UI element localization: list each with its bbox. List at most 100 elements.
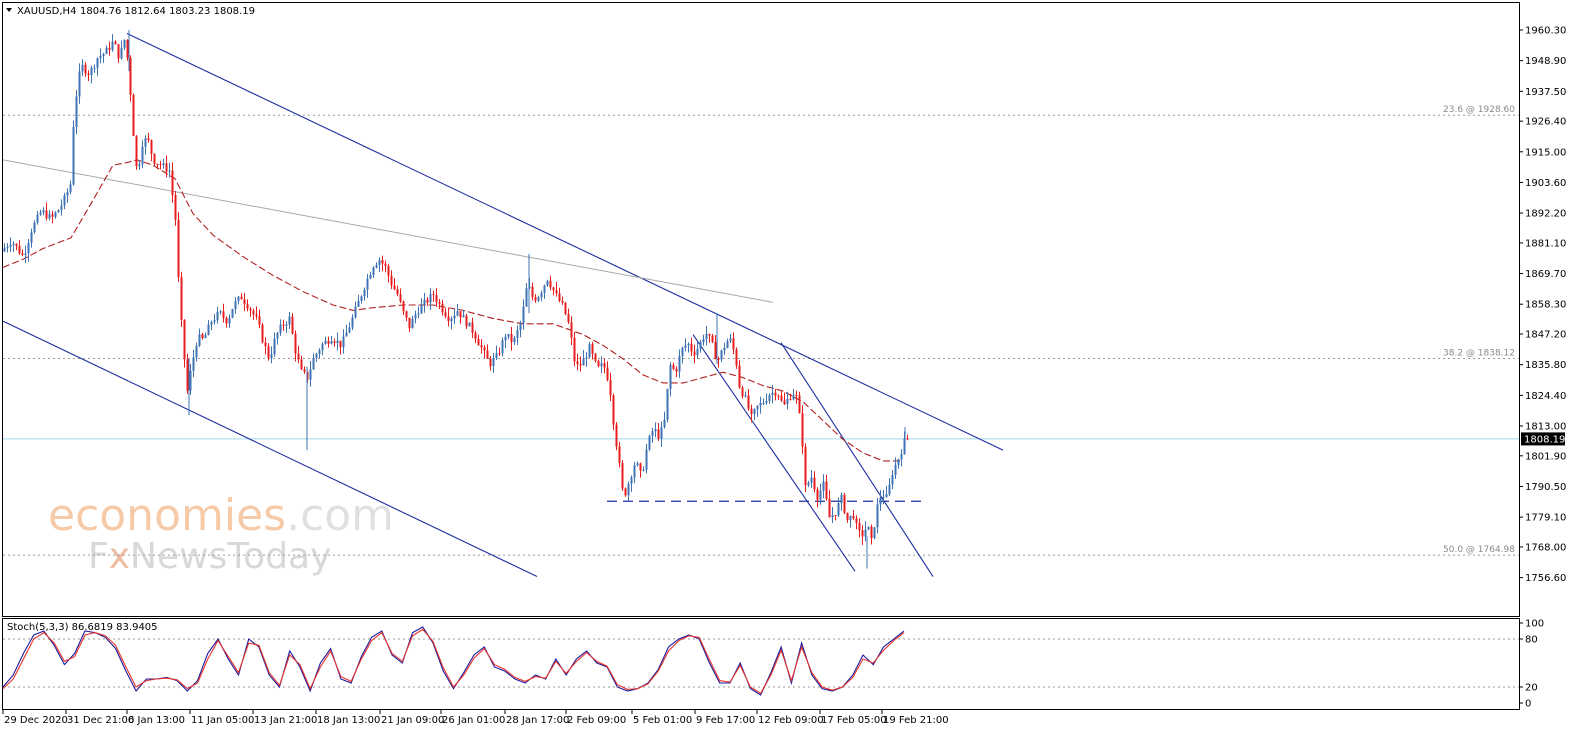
candle-bull <box>681 347 684 357</box>
candle-bull <box>864 529 867 537</box>
candle-bull <box>324 340 327 344</box>
candle-bear <box>834 515 837 517</box>
candle-bull <box>822 481 825 491</box>
chart-header: XAUUSD,H4 1804.76 1812.64 1803.23 1808.1… <box>6 6 255 17</box>
fib-level-label: 23.6 @ 1928.60 <box>1443 105 1515 115</box>
price-tick-label: 1847.20 <box>1525 330 1566 341</box>
wedge-right-line <box>780 342 934 577</box>
candle-bear <box>432 294 435 296</box>
candle-bear <box>465 315 468 327</box>
price-tick-label: 1903.60 <box>1525 178 1566 189</box>
lower-channel-line <box>2 320 538 578</box>
candle-bull <box>522 306 525 324</box>
candle-bull <box>288 316 291 325</box>
candle-bull <box>210 322 213 325</box>
candle-bull <box>195 345 198 358</box>
candle-bear <box>597 360 600 367</box>
candle-bull <box>12 243 15 245</box>
time-tick-label: 9 Feb 17:00 <box>696 715 755 726</box>
candle-bull <box>894 465 897 475</box>
candle-bull <box>456 311 459 316</box>
candle-bull <box>102 53 105 57</box>
price-tick-label: 1915.00 <box>1525 147 1566 158</box>
candle-bear <box>801 413 804 447</box>
candle-bull <box>648 436 651 450</box>
candle-bull <box>75 96 78 128</box>
candle-bear <box>612 395 615 425</box>
candle-bear <box>327 340 330 344</box>
price-tick-label: 1869.70 <box>1525 269 1566 280</box>
candle-bear <box>510 333 513 343</box>
candle-bear <box>297 353 300 360</box>
time-tick-label: 28 Jan 17:00 <box>506 715 569 726</box>
candle-bull <box>72 127 75 185</box>
candle-bull <box>237 296 240 302</box>
candle-bear <box>21 253 24 255</box>
candle-bull <box>204 335 207 339</box>
main-panel-frame <box>2 2 1520 617</box>
candle-bull <box>759 403 762 406</box>
candle-bear <box>615 424 618 447</box>
fib-level-label: 50.0 @ 1764.98 <box>1443 545 1515 555</box>
candle-bull <box>453 315 456 319</box>
candle-bear <box>735 349 738 366</box>
watermark-economies: economies <box>48 490 286 541</box>
candle-bear <box>15 243 18 246</box>
candle-bull <box>63 195 66 206</box>
candle-bull <box>495 353 498 359</box>
candle-bull <box>93 67 96 69</box>
candle-bear <box>846 512 849 520</box>
candle-bear <box>861 530 864 537</box>
candle-bear <box>384 263 387 266</box>
candle-bull <box>90 67 93 76</box>
candle-bear <box>405 311 408 318</box>
candle-bear <box>558 293 561 301</box>
candle-bear <box>399 294 402 302</box>
candle-bull <box>348 327 351 333</box>
candle-bull <box>654 429 657 432</box>
candle-bull <box>516 330 519 338</box>
candle-bear <box>135 135 138 167</box>
drawing-lines <box>2 32 1004 578</box>
candle-bull <box>729 338 732 341</box>
candle-bear <box>570 322 573 338</box>
time-tick-label: 2 Feb 09:00 <box>567 715 626 726</box>
candle-bull <box>3 248 6 252</box>
candle-bull <box>219 311 222 313</box>
candle-bear <box>486 350 489 359</box>
candle-bull <box>99 56 102 59</box>
candle-bull <box>765 400 768 403</box>
candle-bear <box>603 363 606 368</box>
current-price-value: 1808.19 <box>1524 434 1565 445</box>
candle-bull <box>411 318 414 329</box>
candle-bull <box>369 275 372 279</box>
price-tick-label: 1790.50 <box>1525 482 1566 493</box>
candle-bear <box>300 359 303 370</box>
candle-bear <box>870 526 873 539</box>
candle-bear <box>855 518 858 523</box>
candle-bull <box>699 342 702 349</box>
candle-bull <box>81 64 84 72</box>
price-tick-label: 1824.40 <box>1525 391 1566 402</box>
candle-bull <box>873 527 876 539</box>
candle-bear <box>618 446 621 464</box>
price-tick-label: 1858.30 <box>1525 300 1566 311</box>
candle-bull <box>705 333 708 340</box>
stoch-panel-frame <box>2 618 1520 710</box>
candle-bear <box>489 358 492 367</box>
candle-bear <box>549 280 552 288</box>
candle-bull <box>642 469 645 471</box>
candle-bear <box>126 39 129 58</box>
candle-bull <box>723 347 726 351</box>
candle-bear <box>624 488 627 496</box>
candle-bull <box>375 265 378 268</box>
candle-bear <box>708 333 711 336</box>
candle-bear <box>564 302 567 315</box>
candle-bull <box>744 395 747 397</box>
candle-bull <box>78 71 81 97</box>
time-tick-label: 12 Feb 09:00 <box>758 715 824 726</box>
candle-bear <box>480 345 483 348</box>
candle-bear <box>243 299 246 304</box>
dropdown-triangle-icon[interactable] <box>6 8 12 12</box>
